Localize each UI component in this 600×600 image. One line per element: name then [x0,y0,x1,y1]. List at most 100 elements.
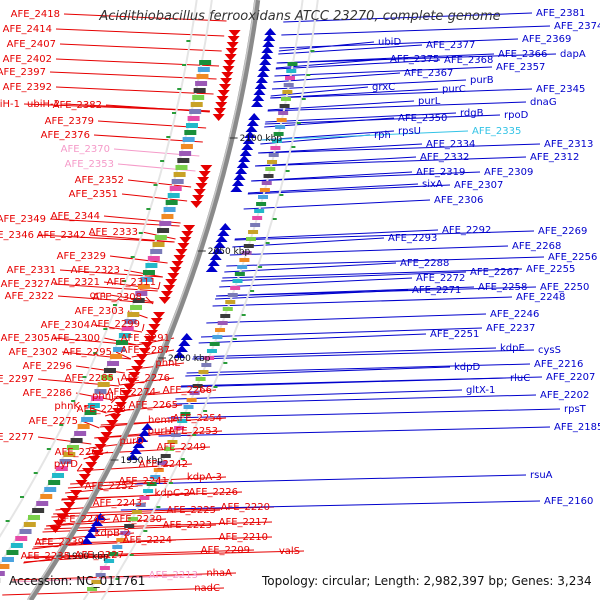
gene-label-right: AFE_2366 [498,49,547,60]
gene-arrow-reverse [263,34,276,41]
feature-block-outer [124,524,135,528]
gene-label-right: AFE_2293 [388,233,437,244]
gene-label-left: orn [90,290,106,301]
gene-arrow-reverse [258,64,271,71]
leader-line-left [37,234,175,243]
marker-dot [301,98,306,100]
feature-block-inner [32,508,45,513]
gene-label-left: AFE_2382 [53,100,102,111]
gene-arrow-reverse [219,223,232,230]
gene-label-left: phnK [54,401,80,412]
marker-dot [138,232,143,234]
gene-label-left: AFE_2308 [93,292,142,303]
feature-block-outer [167,440,178,444]
feature-block-inner [118,333,131,338]
gene-label-right: purC [442,84,466,95]
leader-line-right [281,25,551,36]
gene-arrow-forward [171,261,184,268]
feature-block-inner [193,88,206,93]
marker-dot [272,218,277,220]
gene-label-right: AFE_2268 [512,241,561,252]
feature-block-inner [94,389,107,394]
marker-dot [143,530,148,532]
gene-arrow-forward [114,402,127,409]
marker-dot [19,496,24,498]
marker-dot [5,520,10,522]
feature-block-inner [87,403,100,408]
marker-dot [146,208,151,210]
gene-label-right: AFE_2185 [554,422,600,433]
feature-block-outer [225,300,236,304]
gene-arrow-forward [49,526,62,533]
leader-line-right [258,143,423,154]
leader-line-right [270,88,439,99]
gene-arrow-reverse [180,333,193,340]
gene-arrow-forward [212,114,225,121]
gene-label-right: rsuA [530,470,553,481]
gene-label-right: rph [374,130,391,141]
feature-block-inner [127,312,140,317]
gene-label-left: AFE_2379 [45,116,94,127]
gene-arrow-reverse [252,94,265,101]
feature-block-inner [197,67,210,72]
gene-arrow-reverse [255,76,268,83]
gene-arrow-forward [165,279,178,286]
gene-arrow-forward [117,396,130,403]
accession-text: Accession: NC_011761 [9,574,146,588]
gene-arrow-forward [120,390,133,397]
feature-block-outer [239,258,250,262]
gene-label-right: AFE_2160 [544,496,593,507]
marker-dot [115,578,120,580]
gene-label-left: AFE_2276 [121,373,170,384]
leader-line-left [53,283,158,292]
feature-block-inner [169,186,182,191]
feature-block-inner [107,361,120,366]
gene-arrow-reverse [91,519,104,526]
gene-arrow-forward [216,96,229,103]
gene-label-left: AFE_2297 [0,374,34,385]
gene-label-left: AFE_2235 [21,551,70,562]
gene-arrow-forward [213,108,226,115]
feature-block-inner [52,473,65,478]
gene-arrow-forward [91,450,104,457]
feature-block-outer [180,412,191,416]
marker-dot [46,448,51,450]
gene-label-left: AFE_2346 [0,230,34,241]
leader-line-right [278,44,423,55]
feature-block-inner [36,501,49,506]
feature-block-outer [112,545,123,549]
gene-label-right: rdgB [460,108,484,119]
kbp-label: 2000 kbp [168,354,211,364]
feature-block-inner [161,214,174,219]
kbp-label: 2050 kbp [208,247,251,257]
leader-line-right [251,171,481,182]
gene-arrow-reverse [236,161,249,168]
feature-block-outer [189,391,200,395]
feature-block-outer [278,111,289,115]
leader-line-right [219,277,413,288]
gene-label-left: AFE_2245 [57,514,106,525]
gene-arrow-forward [177,243,190,250]
gene-label-right: AFE_2307 [454,180,503,191]
feature-block-inner [63,452,76,457]
leader-line-right [229,245,509,256]
gene-arrow-forward [141,342,154,349]
leader-line-right [120,500,541,511]
leader-line-left [75,365,125,374]
gene-label-left: AFE_2376 [41,130,90,141]
feature-block-outer [116,538,127,542]
gene-label-right: AFE_2258 [478,282,527,293]
leader-line-left [44,521,273,530]
leader-line-right [247,184,451,195]
gene-label-left: AFE_2239 [35,537,84,548]
gene-label-left: AFE_2230 [113,514,162,525]
gene-arrow-forward [226,42,239,49]
gene-label-left: AFE_2241 [119,476,168,487]
feature-block-outer [146,482,157,486]
gene-label-left: AFE_2224 [123,535,172,546]
feature-block-inner [103,368,116,373]
leader-line-right [273,72,401,83]
gene-arrow-forward [215,102,228,109]
feature-block-outer [241,251,252,255]
kbp-label: 2100 kbp [240,134,283,144]
